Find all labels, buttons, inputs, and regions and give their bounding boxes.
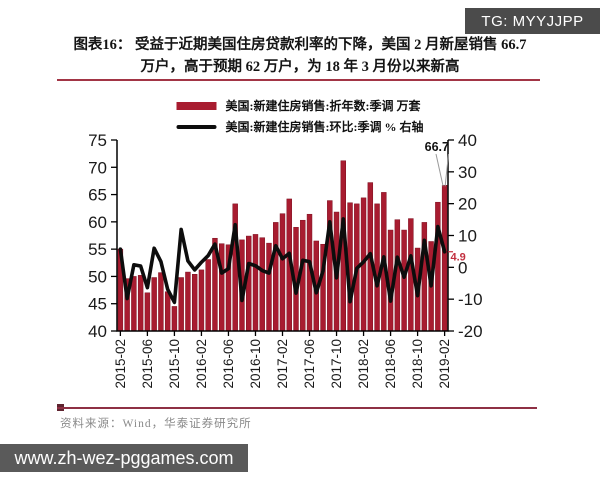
legend-item-line-series: 美国:新建住房销售:环比:季调 % 右轴: [176, 118, 424, 135]
bar: [185, 271, 191, 332]
right-axis: 40 30 20 10 0 -10 -20: [448, 134, 483, 341]
bar: [441, 185, 448, 332]
left-axis-tick-label: 75: [88, 134, 107, 150]
left-axis-tick-label: 45: [88, 295, 107, 314]
bar: [178, 277, 184, 332]
bar: [191, 274, 198, 332]
source-note: 资料来源：Wind，华泰证券研究所: [60, 418, 252, 430]
site-watermark-label: www.zh-wez-pggames.com: [14, 447, 234, 468]
legend-label-bar-series: 美国:新建住房销售:折年数:季调 万套: [225, 99, 421, 113]
left-axis-tick-label: 55: [88, 240, 107, 259]
right-axis-tick-label: 30: [458, 163, 477, 182]
left-axis: 75 70 65 60 55 50 45 40: [88, 134, 117, 341]
x-axis-tick-label: 2018-10: [410, 339, 425, 389]
x-axis-tick-label: 2019-02: [437, 339, 452, 389]
bar: [198, 269, 205, 332]
figure-title: 图表16： 受益于近期美国住房贷款利率的下降，美国 2 月新屋销售 66.7 万…: [55, 34, 545, 78]
annotation-leader-line: [444, 153, 449, 187]
footer-divider: [57, 407, 537, 409]
tg-watermark-badge: TG: MYYJJPP: [465, 8, 600, 34]
bars-group: [117, 160, 448, 332]
left-axis-tick-label: 65: [88, 186, 107, 205]
bar: [131, 276, 137, 332]
x-axis-tick-label: 2016-10: [248, 339, 263, 389]
bar: [144, 292, 151, 332]
legend-item-bar-series: 美国:新建住房销售:折年数:季调 万套: [176, 97, 421, 114]
right-axis-tick-label: 20: [458, 195, 477, 214]
x-axis-tick-label: 2015-02: [113, 339, 128, 389]
left-axis-tick-label: 70: [88, 158, 107, 177]
bar: [205, 259, 211, 332]
bar: [219, 243, 225, 332]
bar: [252, 234, 259, 332]
title-divider: [57, 79, 540, 81]
left-axis-tick-label: 50: [88, 267, 107, 286]
x-axis-tick-label: 2017-06: [302, 339, 317, 389]
right-axis-tick-label: -10: [458, 290, 483, 309]
x-axis-tick-label: 2015-10: [167, 339, 182, 389]
bar: [158, 272, 164, 332]
chart-legend: 美国:新建住房销售:折年数:季调 万套 美国:新建住房销售:环比:季调 % 右轴: [176, 97, 424, 135]
bar: [273, 222, 279, 332]
x-axis: 2015-02 2015-06 2015-10 2016-02 2016-06 2016-…: [113, 331, 452, 389]
x-axis-tick-label: 2016-02: [194, 339, 209, 389]
bar: [279, 213, 286, 332]
right-axis-tick-label: 0: [458, 258, 467, 277]
bar: [435, 201, 441, 332]
bar: [151, 277, 157, 332]
bar: [374, 203, 380, 332]
bar: [401, 229, 407, 332]
x-axis-tick-label: 2018-02: [356, 339, 371, 389]
right-axis-tick-label: -20: [458, 322, 483, 341]
bar: [171, 306, 178, 332]
right-axis-tick-label: 10: [458, 227, 477, 246]
mom-line: [118, 217, 447, 305]
line-series-swatch-icon: [176, 124, 217, 129]
figure-title-line1: 图表16： 受益于近期美国住房贷款利率的下降，美国 2 月新屋销售 66.7: [73, 37, 527, 53]
bar: [246, 235, 252, 332]
latest-line-value-label: 4.9: [451, 252, 466, 264]
bar: [164, 291, 171, 332]
x-axis-tick-label: 2015-06: [140, 339, 155, 389]
annotation-leader-line: [435, 153, 444, 187]
latest-bar-value-label: 66.7: [425, 140, 449, 154]
x-axis-tick-label: 2017-02: [275, 339, 290, 389]
x-axis-tick-label: 2018-06: [383, 339, 398, 389]
left-axis-tick-label: 40: [88, 322, 107, 341]
figure-title-line2: 万户，高于预期 62 万户，为 18 年 3 月份以来新高: [140, 59, 460, 75]
bar: [266, 242, 272, 332]
right-axis-tick-label: 40: [458, 134, 477, 150]
x-axis-tick-label: 2016-06: [221, 339, 236, 389]
bar: [137, 275, 144, 332]
bar-series-swatch-icon: [176, 101, 217, 110]
site-watermark-bar: www.zh-wez-pggames.com: [0, 444, 248, 472]
left-axis-tick-label: 60: [88, 213, 107, 232]
x-axis-tick-label: 2017-10: [329, 339, 344, 389]
bar: [259, 237, 265, 332]
legend-label-line-series: 美国:新建住房销售:环比:季调 % 右轴: [225, 120, 424, 134]
annotations: 66.7 4.9: [425, 140, 466, 264]
